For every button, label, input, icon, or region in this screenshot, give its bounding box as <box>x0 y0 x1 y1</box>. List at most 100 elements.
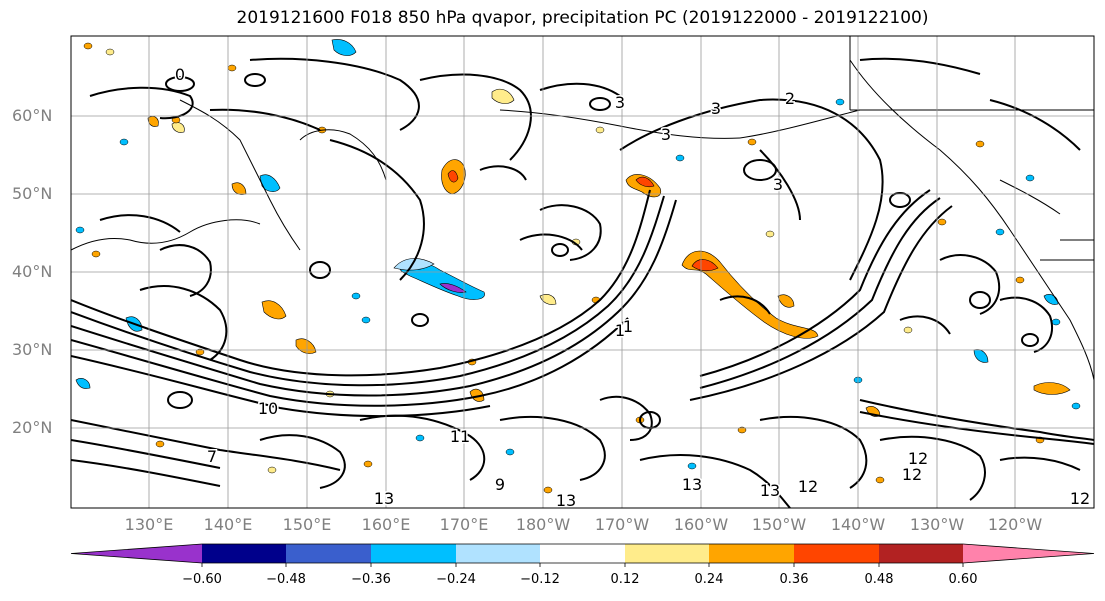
precipitation-spot <box>119 138 129 146</box>
latitude-label: 30°N <box>12 340 53 359</box>
precipitation-spot <box>155 440 165 448</box>
qvapor-contour <box>719 295 771 315</box>
precipitation-spot <box>105 48 115 56</box>
precipitation-spot <box>543 486 553 494</box>
contour-label: 13 <box>760 481 780 500</box>
colorbar-tick-label: 0.24 <box>694 572 724 587</box>
precipitation-spot <box>363 460 373 468</box>
qvapor-contour <box>71 195 665 387</box>
precipitation-fill <box>777 294 795 308</box>
colorbar-segment <box>625 544 709 563</box>
colorbar-segment <box>794 544 879 563</box>
longitude-label: 140°W <box>830 515 886 534</box>
longitude-label: 180°W <box>515 515 571 534</box>
qvapor-contour-loop <box>1021 333 1039 347</box>
latitude-label: 50°N <box>12 184 53 203</box>
contour-label: 12 <box>798 477 818 496</box>
longitude-label: 150°W <box>751 515 807 534</box>
qvapor-contour <box>71 419 341 471</box>
colorbar-segment <box>202 544 286 563</box>
contour-label: 3 <box>773 175 783 194</box>
qvapor-contour-loop <box>411 313 429 327</box>
precipitation-spot <box>737 426 747 434</box>
colorbar-segment <box>963 544 1094 563</box>
qvapor-contour <box>859 411 1094 445</box>
latitude-label: 40°N <box>12 262 53 281</box>
coastline <box>1009 229 1094 381</box>
contour-label: 7 <box>207 447 217 466</box>
contour-label: 10 <box>258 399 278 418</box>
precipitation-spot <box>1071 402 1081 410</box>
precipitation-spot <box>937 218 947 226</box>
precipitation-fill <box>331 39 357 56</box>
precipitation-fill <box>75 378 91 389</box>
qvapor-contour <box>879 435 986 501</box>
longitude-label: 170°W <box>594 515 650 534</box>
precipitation-fill <box>491 88 515 104</box>
precipitation-spot <box>595 126 605 134</box>
precipitation-spot <box>747 138 757 146</box>
colorbar-segment <box>71 544 202 563</box>
qvapor-contour <box>159 244 212 297</box>
precipitation-spot <box>875 476 885 484</box>
precipitation-spot <box>83 42 93 50</box>
colorbar-tick-label: −0.48 <box>266 572 306 587</box>
qvapor-contour-loop <box>551 243 569 257</box>
coastline <box>71 219 261 251</box>
qvapor-contour <box>619 98 884 281</box>
coastline <box>849 59 1011 231</box>
colorbar-segment <box>709 544 794 563</box>
precipitation-spot <box>995 228 1005 236</box>
precipitation-spot <box>267 466 277 474</box>
coastline <box>499 109 741 139</box>
contour-label: 12 <box>908 449 928 468</box>
colorbar-tick-label: 0.12 <box>610 572 640 587</box>
map-frame <box>70 35 1095 509</box>
contour-label: 9 <box>495 475 505 494</box>
qvapor-contour-loop <box>165 76 195 92</box>
contour-label: 1 <box>615 321 625 340</box>
qvapor-contour-loop <box>309 261 331 279</box>
qvapor-contour <box>71 355 491 418</box>
precipitation-spot <box>351 292 361 300</box>
precipitation-spot <box>687 462 697 470</box>
qvapor-contour <box>999 296 1053 353</box>
coastline <box>299 129 387 181</box>
qvapor-contour <box>989 99 1081 151</box>
qvapor-contour <box>71 459 221 487</box>
colorbar-tick-label: 0.36 <box>779 572 809 587</box>
qvapor-contour <box>419 73 532 161</box>
contour-label: 12 <box>902 465 922 484</box>
qvapor-contour <box>71 439 221 469</box>
precipitation-fill <box>439 283 467 293</box>
qvapor-contour-loop <box>244 73 266 87</box>
colorbar-segment <box>540 544 625 563</box>
qvapor-contour <box>859 399 1094 441</box>
colorbar-segment <box>286 544 371 563</box>
precipitation-spot <box>195 348 205 356</box>
qvapor-contour <box>539 204 602 261</box>
contour-label: 1 <box>623 317 633 336</box>
qvapor-contour-loop <box>167 391 193 409</box>
qvapor-contour <box>71 317 629 407</box>
qvapor-contour-loop <box>969 291 991 309</box>
precipitation-spot <box>675 154 685 162</box>
qvapor-contour <box>859 57 981 75</box>
qvapor-contour-loop <box>889 192 911 208</box>
longitude-label: 140°E <box>203 515 253 534</box>
qvapor-contour <box>759 415 868 489</box>
contour-label: 2 <box>785 89 795 108</box>
latitude-label: 20°N <box>12 418 53 437</box>
qvapor-contour-loop <box>589 97 611 111</box>
qvapor-contour <box>699 189 931 377</box>
contour-label: 13 <box>374 489 394 508</box>
qvapor-contour <box>689 205 953 401</box>
qvapor-contour <box>259 434 346 489</box>
colorbar-tick-label: 0.48 <box>864 572 894 587</box>
contour-label: 3 <box>661 125 671 144</box>
colorbar-segment <box>371 544 456 563</box>
colorbar-tick-label: −0.36 <box>351 572 391 587</box>
qvapor-contour <box>329 139 425 281</box>
